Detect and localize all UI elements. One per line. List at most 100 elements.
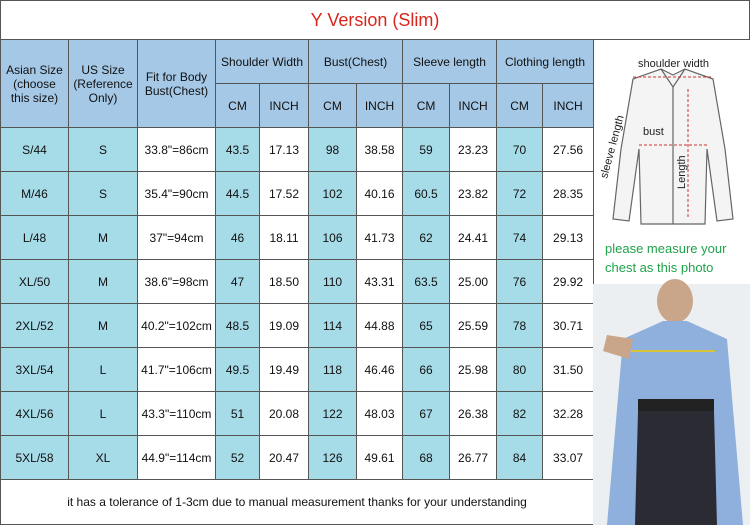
- table-cell: 62: [402, 215, 451, 260]
- table-cell: 44.5: [215, 171, 260, 216]
- table-cell: XL/50: [0, 259, 69, 304]
- table-cell: 41.73: [356, 215, 404, 260]
- table-cell: 67: [402, 391, 451, 436]
- table-cell: 84: [496, 435, 544, 480]
- table-cell: 20.08: [258, 391, 310, 436]
- table-cell: 43.3"=110cm: [137, 391, 216, 436]
- table-cell: 37"=94cm: [137, 215, 216, 260]
- table-cell: 30.71: [542, 303, 595, 348]
- table-cell: 33.8"=86cm: [137, 127, 216, 172]
- table-cell: 26.38: [449, 391, 498, 436]
- table-row: 3XL/54 L 41.7"=106cm 49.5 19.49 118 46.46 66 25.…: [0, 347, 595, 392]
- shirt-drawing: [612, 68, 734, 225]
- table-row: 5XL/58 XL 44.9"=114cm 52 20.47 126 49.61 68 26.7…: [0, 435, 595, 480]
- table-cell: 27.56: [542, 127, 595, 172]
- table-cell: Clothing length: [496, 39, 595, 84]
- table-cell: 68: [402, 435, 451, 480]
- table-cell: 51: [215, 391, 260, 436]
- table-cell: 23.23: [449, 127, 498, 172]
- table-cell: 31.50: [542, 347, 595, 392]
- table-cell: CM: [496, 83, 544, 128]
- table-cell: Fit for Body Bust(Chest): [137, 39, 216, 128]
- table-cell: M: [68, 259, 138, 304]
- shoulder-label: shoulder width: [638, 58, 709, 70]
- table-cell: 63.5: [402, 259, 451, 304]
- table-cell: 20.47: [258, 435, 310, 480]
- table-cell: 23.82: [449, 171, 498, 216]
- table-cell: 32.28: [542, 391, 595, 436]
- table-cell: XL: [68, 435, 138, 480]
- table-cell: 41.7"=106cm: [137, 347, 216, 392]
- table-cell: 76: [496, 259, 544, 304]
- table-cell: 25.59: [449, 303, 498, 348]
- table-row: it has a tolerance of 1-3cm due to manua…: [0, 479, 595, 525]
- table-cell: Bust(Chest): [308, 39, 404, 84]
- table-cell: 102: [308, 171, 358, 216]
- table-cell: INCH: [542, 83, 595, 128]
- table-row: L/48 M 37"=94cm 46 18.11 106 41.73 62 24.41 74 29.…: [0, 215, 595, 260]
- table-cell: 38.58: [356, 127, 404, 172]
- table-cell: 29.13: [542, 215, 595, 260]
- table-cell: 122: [308, 391, 358, 436]
- table-cell: S: [68, 127, 138, 172]
- table-cell: 48.5: [215, 303, 260, 348]
- table-cell: 5XL/58: [0, 435, 69, 480]
- table-cell: 3XL/54: [0, 347, 69, 392]
- table-cell: 49.5: [215, 347, 260, 392]
- table-cell: it has a tolerance of 1-3cm due to manua…: [0, 479, 595, 525]
- table-cell: 44.88: [356, 303, 404, 348]
- table-cell: 40.2"=102cm: [137, 303, 216, 348]
- table-row: Asian Size (choose this size) US Size (Re…: [0, 39, 595, 128]
- table-cell: 43.31: [356, 259, 404, 304]
- table-cell: 40.16: [356, 171, 404, 216]
- table-cell: 49.61: [356, 435, 404, 480]
- table-cell: 29.92: [542, 259, 595, 304]
- table-cell: 48.03: [356, 391, 404, 436]
- table-cell: Sleeve length: [402, 39, 498, 84]
- table-cell: 47: [215, 259, 260, 304]
- model-photo: [593, 279, 750, 525]
- table-cell: 33.07: [542, 435, 595, 480]
- table-cell: 2XL/52: [0, 303, 69, 348]
- table-cell: Asian Size (choose this size): [0, 39, 69, 128]
- table-cell: 18.11: [258, 215, 310, 260]
- table-cell: CM: [402, 83, 451, 128]
- table-cell: M/46: [0, 171, 69, 216]
- table-cell: 59: [402, 127, 451, 172]
- table-cell: 46: [215, 215, 260, 260]
- table-cell: 60.5: [402, 171, 451, 216]
- table-cell: 66: [402, 347, 451, 392]
- table-cell: 110: [308, 259, 358, 304]
- table-cell: 25.98: [449, 347, 498, 392]
- table-cell: 44.9"=114cm: [137, 435, 216, 480]
- table-cell: 74: [496, 215, 544, 260]
- table-cell: 25.00: [449, 259, 498, 304]
- table-cell: 98: [308, 127, 358, 172]
- table-row: CM INCH CM INCH CM INCH CM INCH: [1, 83, 595, 128]
- table-row: 2XL/52 M 40.2"=102cm 48.5 19.09 114 44.88 65 25.…: [0, 303, 595, 348]
- table-cell: 52: [215, 435, 260, 480]
- table-cell: 70: [496, 127, 544, 172]
- table-cell: L/48: [0, 215, 69, 260]
- length-label: Length: [676, 155, 688, 189]
- table-cell: 43.5: [215, 127, 260, 172]
- table-cell: S/44: [0, 127, 69, 172]
- table-cell: 114: [308, 303, 358, 348]
- table-cell: 18.50: [258, 259, 310, 304]
- table-cell: INCH: [449, 83, 498, 128]
- table-cell: 118: [308, 347, 358, 392]
- table-cell: M: [68, 303, 138, 348]
- table-row: M/46 S 35.4"=90cm 44.5 17.52 102 40.16 60.5 23.8…: [0, 171, 595, 216]
- table-cell: 17.13: [258, 127, 310, 172]
- table-row: S/44 S 33.8"=86cm 43.5 17.13 98 38.58 59 23.23 70…: [0, 127, 595, 172]
- table-cell: INCH: [258, 83, 310, 128]
- table-cell: 19.09: [258, 303, 310, 348]
- table-cell: 72: [496, 171, 544, 216]
- table-cell: 24.41: [449, 215, 498, 260]
- table-cell: 78: [496, 303, 544, 348]
- table-cell: 126: [308, 435, 358, 480]
- table-row: XL/50 M 38.6"=98cm 47 18.50 110 43.31 63.5 25.00…: [0, 259, 595, 304]
- measure-illustration: shoulder width bust sleeve length Length…: [593, 58, 750, 525]
- note-line: please measure your: [605, 241, 727, 256]
